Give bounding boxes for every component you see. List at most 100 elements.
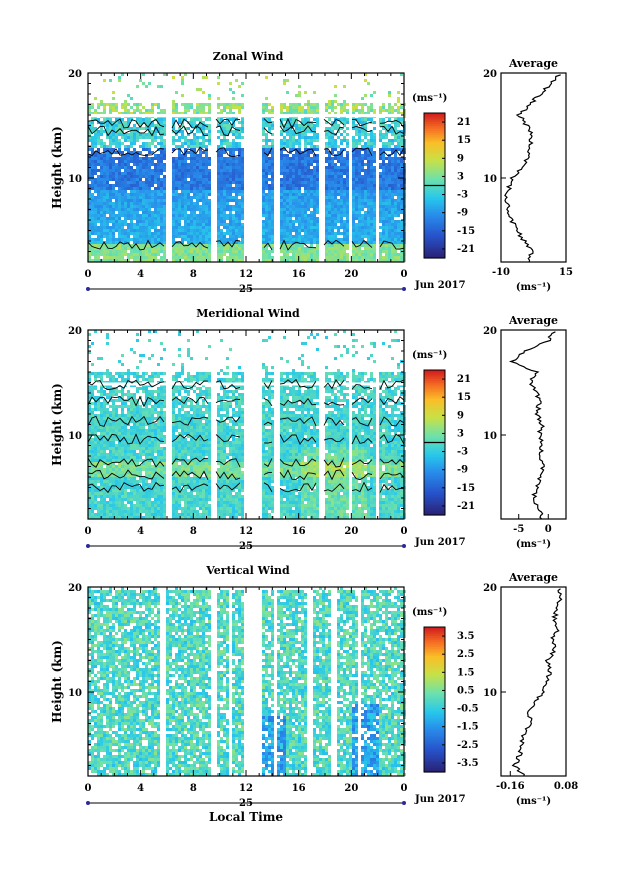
heatmap-cell bbox=[292, 112, 295, 115]
heatmap-cell bbox=[145, 181, 148, 184]
heatmap-cell bbox=[223, 211, 226, 214]
heatmap-cell bbox=[109, 399, 112, 402]
heatmap-cell bbox=[94, 471, 97, 474]
heatmap-cell bbox=[238, 199, 241, 202]
heatmap-cell bbox=[379, 130, 382, 133]
heatmap-cell bbox=[229, 142, 232, 145]
heatmap-cell bbox=[280, 256, 283, 259]
heatmap-cell bbox=[88, 447, 91, 450]
heatmap-cell bbox=[163, 145, 166, 148]
heatmap-cell bbox=[337, 160, 340, 163]
heatmap-cell bbox=[97, 357, 100, 360]
heatmap-cell bbox=[370, 151, 373, 154]
heatmap-cell bbox=[397, 199, 400, 202]
heatmap-cell bbox=[142, 250, 145, 253]
heatmap-cell bbox=[148, 175, 151, 178]
heatmap-cell bbox=[397, 139, 400, 142]
heatmap-cell bbox=[136, 250, 139, 253]
heatmap-cell bbox=[181, 217, 184, 220]
heatmap-cell bbox=[232, 208, 235, 211]
heatmap-cell bbox=[313, 160, 316, 163]
heatmap-cell bbox=[109, 157, 112, 160]
heatmap-cell bbox=[373, 229, 376, 232]
heatmap-cell bbox=[109, 163, 112, 166]
heatmap-cell bbox=[112, 247, 115, 250]
heatmap-cell bbox=[400, 253, 403, 256]
heatmap-cell bbox=[136, 199, 139, 202]
heatmap-cell bbox=[217, 76, 220, 79]
heatmap-cell bbox=[157, 178, 160, 181]
heatmap-cell bbox=[145, 205, 148, 208]
heatmap-cell bbox=[94, 483, 97, 486]
heatmap-cell bbox=[292, 202, 295, 205]
heatmap-cell bbox=[88, 136, 91, 139]
heatmap-cell bbox=[154, 139, 157, 142]
heatmap-cell bbox=[370, 136, 373, 139]
heatmap-cell bbox=[265, 157, 268, 160]
heatmap-cell bbox=[97, 435, 100, 438]
heatmap-cell bbox=[328, 232, 331, 235]
heatmap-cell bbox=[127, 232, 130, 235]
heatmap-cell bbox=[223, 160, 226, 163]
heatmap-cell bbox=[109, 145, 112, 148]
heatmap-cell bbox=[370, 232, 373, 235]
heatmap-cell bbox=[196, 217, 199, 220]
heatmap-cell bbox=[226, 178, 229, 181]
heatmap-cell bbox=[265, 163, 268, 166]
heatmap-cell bbox=[235, 187, 238, 190]
heatmap-cell bbox=[268, 211, 271, 214]
heatmap-cell bbox=[199, 163, 202, 166]
heatmap-cell bbox=[88, 405, 91, 408]
heatmap-cell bbox=[355, 244, 358, 247]
heatmap-cell bbox=[343, 244, 346, 247]
heatmap-cell bbox=[298, 94, 301, 97]
heatmap-cell bbox=[154, 172, 157, 175]
heatmap-cell bbox=[118, 250, 121, 253]
heatmap-cell bbox=[217, 184, 220, 187]
heatmap-cell bbox=[340, 175, 343, 178]
heatmap-cell bbox=[94, 447, 97, 450]
heatmap-cell bbox=[202, 106, 205, 109]
heatmap-cell bbox=[109, 504, 112, 507]
heatmap-cell bbox=[106, 205, 109, 208]
heatmap-cell bbox=[352, 127, 355, 130]
heatmap-cell bbox=[385, 220, 388, 223]
heatmap-cell bbox=[154, 187, 157, 190]
heatmap-cell bbox=[235, 211, 238, 214]
heatmap-cell bbox=[148, 253, 151, 256]
heatmap-cell bbox=[205, 187, 208, 190]
heatmap-cell bbox=[340, 226, 343, 229]
heatmap-cell bbox=[280, 118, 283, 121]
heatmap-cell bbox=[145, 223, 148, 226]
heatmap-cell bbox=[205, 217, 208, 220]
heatmap-cell bbox=[136, 106, 139, 109]
heatmap-cell bbox=[145, 109, 148, 112]
heatmap-cell bbox=[190, 229, 193, 232]
heatmap-cell bbox=[136, 214, 139, 217]
heatmap-cell bbox=[355, 205, 358, 208]
heatmap-cell bbox=[205, 193, 208, 196]
heatmap-cell bbox=[370, 178, 373, 181]
heatmap-cell bbox=[193, 136, 196, 139]
heatmap-cell bbox=[316, 205, 319, 208]
heatmap-cell bbox=[115, 193, 118, 196]
heatmap-cell bbox=[94, 438, 97, 441]
heatmap-cell bbox=[118, 184, 121, 187]
heatmap-cell bbox=[295, 205, 298, 208]
heatmap-cell bbox=[271, 190, 274, 193]
heatmap-cell bbox=[358, 121, 361, 124]
heatmap-cell bbox=[304, 142, 307, 145]
heatmap-cell bbox=[112, 423, 115, 426]
heatmap-cell bbox=[103, 253, 106, 256]
heatmap-cell bbox=[331, 181, 334, 184]
heatmap-cell bbox=[226, 184, 229, 187]
heatmap-cell bbox=[307, 103, 310, 106]
heatmap-cell bbox=[232, 220, 235, 223]
heatmap-cell bbox=[172, 235, 175, 238]
heatmap-cell bbox=[154, 217, 157, 220]
heatmap-cell bbox=[292, 220, 295, 223]
heatmap-cell bbox=[316, 160, 319, 163]
heatmap-cell bbox=[316, 136, 319, 139]
heatmap-cell bbox=[382, 148, 385, 151]
